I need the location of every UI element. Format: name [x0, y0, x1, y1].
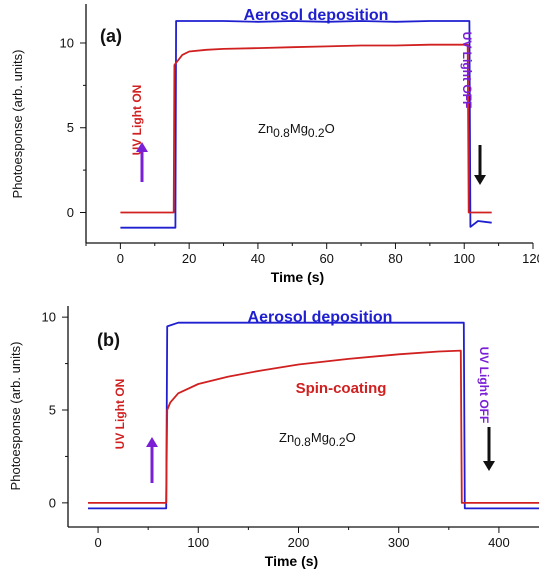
x-tick-label: 200: [288, 535, 310, 550]
x-tick-label: 120: [522, 251, 539, 266]
uv-light-on-label: UV Light ON: [130, 85, 144, 156]
x-tick-label: 100: [187, 535, 209, 550]
y-tick-label: 0: [67, 205, 74, 220]
compound-part-sub1: 0.8: [294, 435, 311, 449]
compound-part-end: O: [325, 121, 335, 136]
panel-label: (b): [97, 330, 120, 350]
down-arrowhead-icon: [483, 461, 495, 471]
x-tick-label: 100: [453, 251, 475, 266]
y-tick-label: 5: [49, 403, 56, 418]
compound-part-mid: Mg: [290, 121, 308, 136]
x-axis-title: Time (s): [265, 553, 318, 569]
compound-part-sub2: 0.2: [308, 126, 325, 140]
compound-formula: Zn0.8Mg0.2O: [279, 430, 356, 449]
y-tick-label: 5: [67, 120, 74, 135]
up-arrowhead-icon: [136, 142, 148, 152]
y-axis-title: Photoesponse (arb. units): [10, 50, 25, 199]
chart-panel-b: 0 100 200 300 400 0 5 10 Time (s) Photoesponse (a…: [8, 306, 539, 569]
chart-panel-a: 0 20 40 60 80 100 120 0 5 10 Time (s) Photoesponse …: [10, 4, 539, 285]
compound-part-base: Zn: [258, 121, 273, 136]
series-line-aerosol-deposition: [88, 321, 539, 510]
x-tick-label: 0: [94, 535, 101, 550]
compound-part-base: Zn: [279, 430, 294, 445]
uv-light-off-label: UV Light OFF: [477, 347, 491, 424]
series-line-spin-coating: [88, 349, 539, 504]
x-tick-label: 40: [251, 251, 265, 266]
x-tick-label: 400: [488, 535, 510, 550]
compound-part-mid: Mg: [311, 430, 329, 445]
x-tick-label: 60: [319, 251, 333, 266]
compound-formula: Zn0.8Mg0.2O: [258, 121, 335, 140]
compound-part-sub2: 0.2: [329, 435, 346, 449]
y-tick-label: 10: [42, 310, 56, 325]
y-tick-label: 0: [49, 495, 56, 510]
down-arrowhead-icon: [474, 175, 486, 185]
compound-part-end: O: [346, 430, 356, 445]
x-tick-label: 0: [117, 251, 124, 266]
series-label-aerosol: Aerosol deposition: [248, 309, 393, 326]
panel-label: (a): [100, 26, 122, 46]
x-tick-label: 80: [388, 251, 402, 266]
uv-light-off-label: UV Light OFF: [460, 32, 474, 109]
uv-light-on-label: UV Light ON: [113, 379, 127, 450]
compound-part-sub1: 0.8: [273, 126, 290, 140]
y-tick-label: 10: [60, 35, 74, 50]
x-axis-title: Time (s): [271, 269, 324, 285]
series-label-spin-coating: Spin-coating: [296, 380, 387, 397]
series-line-aerosol-deposition: [120, 20, 492, 229]
y-axis-title: Photoesponse (arb. units): [8, 342, 23, 491]
series-label-aerosol: Aerosol deposition: [244, 7, 389, 24]
up-arrowhead-icon: [146, 437, 158, 447]
x-tick-label: 300: [388, 535, 410, 550]
series-line-unlabeled-1: [120, 43, 492, 214]
x-tick-label: 20: [182, 251, 196, 266]
